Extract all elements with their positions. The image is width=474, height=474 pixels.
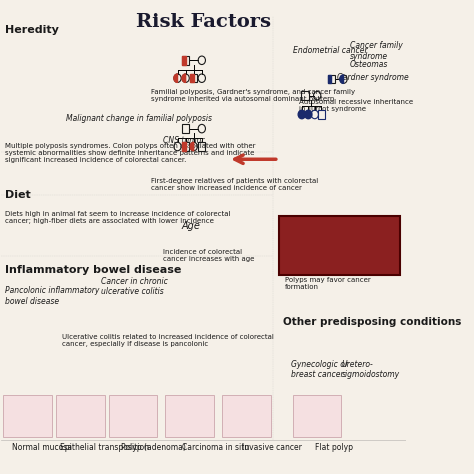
Bar	[182, 56, 186, 64]
Text: Flat polyp: Flat polyp	[315, 443, 353, 452]
FancyBboxPatch shape	[56, 395, 105, 438]
Text: Diets high in animal fat seem to increase incidence of colorectal
cancer; high-f: Diets high in animal fat seem to increas…	[5, 211, 231, 224]
Text: Carcinoma in situ: Carcinoma in situ	[182, 443, 249, 452]
FancyBboxPatch shape	[293, 395, 341, 438]
Text: Epithelial transposition: Epithelial transposition	[60, 443, 149, 452]
Wedge shape	[190, 142, 194, 151]
FancyBboxPatch shape	[222, 395, 271, 438]
Bar	[198, 142, 205, 151]
Bar	[318, 110, 325, 118]
Text: First-degree relatives of patients with colorectal
cancer show increased inciden: First-degree relatives of patients with …	[151, 178, 319, 191]
Text: Incidence of colorectal
cancer increases with age: Incidence of colorectal cancer increases…	[164, 249, 255, 262]
Text: Cancer in chronic
ulcerative colitis: Cancer in chronic ulcerative colitis	[100, 277, 167, 296]
Text: Age: Age	[182, 220, 201, 230]
Bar	[328, 75, 335, 83]
Wedge shape	[182, 74, 186, 82]
Text: Normal mucosa: Normal mucosa	[11, 443, 72, 452]
Wedge shape	[174, 74, 178, 82]
Text: Malignant change in familial polyposis: Malignant change in familial polyposis	[66, 115, 212, 124]
Text: Gynecologic or
breast cancer: Gynecologic or breast cancer	[291, 359, 348, 379]
Text: Risk Factors: Risk Factors	[137, 13, 271, 31]
Bar	[182, 124, 189, 133]
Bar	[190, 74, 194, 82]
Text: Multiple polyposis syndromes. Colon polyps often associated with other
systemic : Multiple polyposis syndromes. Colon poly…	[5, 143, 256, 163]
Text: Familial polyposis, Gardner's syndrome, and cancer family
syndrome inherited via: Familial polyposis, Gardner's syndrome, …	[151, 89, 356, 101]
FancyBboxPatch shape	[279, 216, 400, 275]
Text: Inflammatory bowel disease: Inflammatory bowel disease	[5, 265, 182, 275]
Bar	[182, 142, 189, 151]
Bar	[182, 142, 186, 151]
Text: Uretero-
sigmoidostomy: Uretero- sigmoidostomy	[341, 359, 400, 379]
Text: Cancer family
syndrome: Cancer family syndrome	[350, 41, 402, 61]
Bar	[190, 74, 197, 82]
Text: Endometrial cancer: Endometrial cancer	[293, 46, 367, 55]
FancyBboxPatch shape	[3, 395, 52, 438]
Text: Ulcerative colitis related to increased incidence of colorectal
cancer, especial: Ulcerative colitis related to increased …	[62, 334, 274, 346]
Circle shape	[305, 110, 312, 118]
Text: Heredity: Heredity	[5, 25, 59, 35]
Text: Polyp (adenoma): Polyp (adenoma)	[121, 443, 186, 452]
Text: Invasive cancer: Invasive cancer	[242, 443, 302, 452]
Bar	[328, 75, 331, 83]
Text: Polyps may favor cancer
formation: Polyps may favor cancer formation	[285, 277, 371, 290]
Text: Other predisposing conditions: Other predisposing conditions	[283, 317, 461, 327]
Text: Osteomas: Osteomas	[350, 60, 388, 69]
Text: Pancolonic inflammatory
bowel disease: Pancolonic inflammatory bowel disease	[5, 286, 100, 306]
Bar	[182, 56, 189, 64]
FancyBboxPatch shape	[165, 395, 214, 438]
Wedge shape	[340, 75, 344, 83]
Bar	[301, 91, 309, 100]
Text: Colorectal polyps: Colorectal polyps	[283, 216, 391, 226]
Text: Autosomal recessive inheritance
in Turcot syndrome: Autosomal recessive inheritance in Turco…	[299, 99, 413, 112]
FancyBboxPatch shape	[109, 395, 157, 438]
Text: Diet: Diet	[5, 190, 31, 200]
Circle shape	[298, 110, 305, 118]
Text: Gardner syndrome: Gardner syndrome	[337, 73, 409, 82]
Text: CNS tumor: CNS tumor	[164, 136, 205, 145]
